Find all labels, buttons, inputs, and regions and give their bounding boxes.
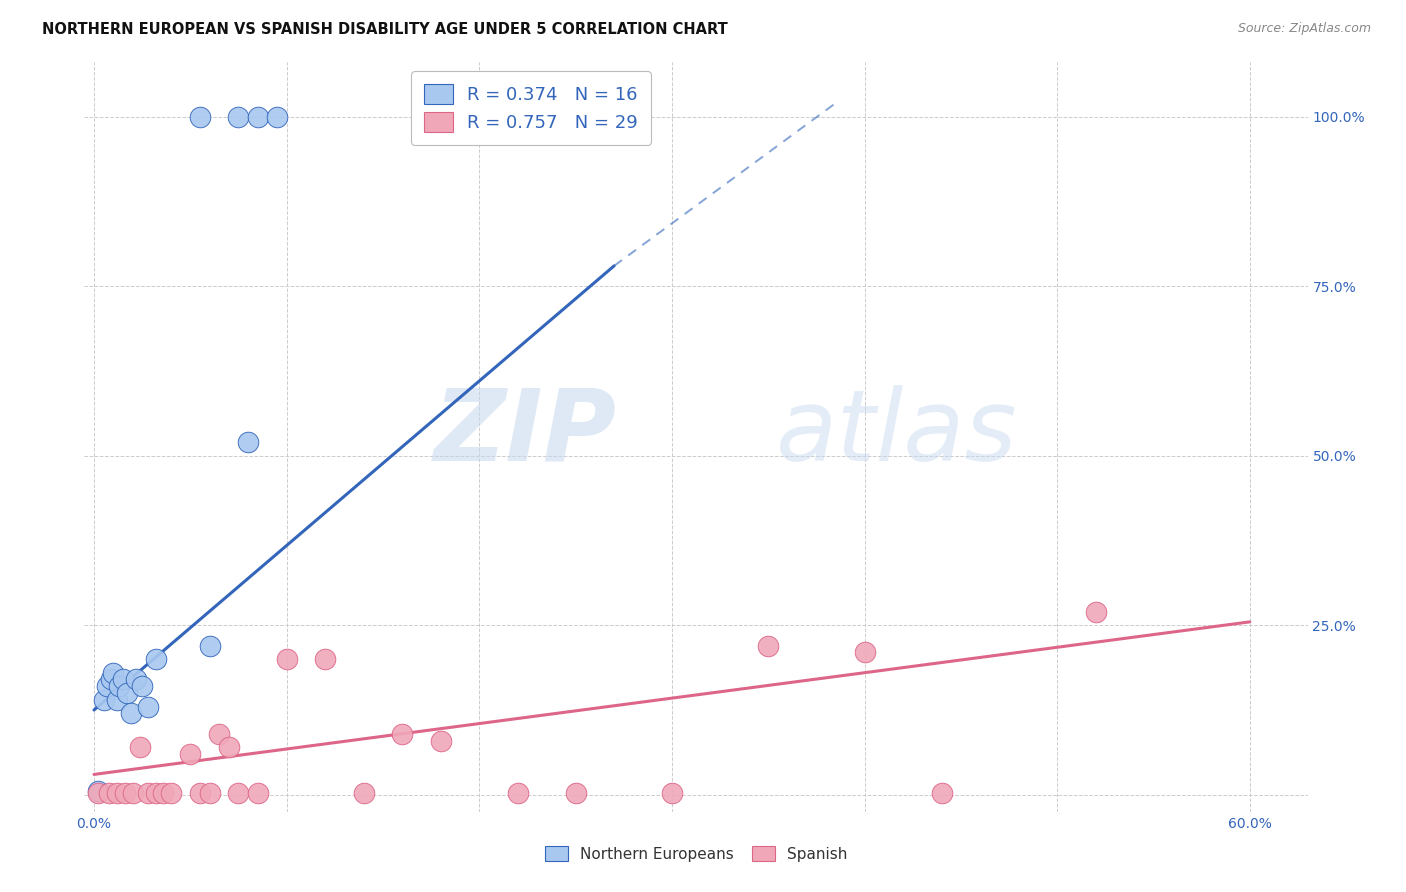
Point	[120, 706, 142, 721]
Point	[179, 747, 201, 761]
Point	[188, 786, 211, 800]
Point	[756, 639, 779, 653]
Point	[506, 786, 529, 800]
Point	[93, 693, 115, 707]
Point	[160, 786, 183, 800]
Point	[108, 679, 131, 693]
Point	[100, 673, 122, 687]
Point	[105, 786, 128, 800]
Point	[87, 784, 110, 798]
Point	[114, 786, 136, 800]
Point	[198, 639, 221, 653]
Text: NORTHERN EUROPEAN VS SPANISH DISABILITY AGE UNDER 5 CORRELATION CHART: NORTHERN EUROPEAN VS SPANISH DISABILITY …	[42, 22, 728, 37]
Point	[115, 686, 138, 700]
Point	[105, 693, 128, 707]
Point	[276, 652, 298, 666]
Point	[246, 110, 269, 124]
Point	[131, 679, 153, 693]
Point	[1084, 605, 1107, 619]
Point	[111, 673, 134, 687]
Point	[429, 733, 451, 747]
Point	[314, 652, 336, 666]
Point	[121, 786, 143, 800]
Point	[218, 740, 240, 755]
Point	[208, 727, 231, 741]
Point	[152, 786, 174, 800]
Point	[236, 435, 259, 450]
Point	[136, 699, 159, 714]
Point	[103, 665, 125, 680]
Text: Source: ZipAtlas.com: Source: ZipAtlas.com	[1237, 22, 1371, 36]
Point	[853, 645, 876, 659]
Point	[87, 786, 110, 800]
Point	[98, 786, 121, 800]
Point	[145, 786, 167, 800]
Point	[129, 740, 152, 755]
Point	[188, 110, 211, 124]
Point	[353, 786, 375, 800]
Text: atlas: atlas	[776, 384, 1017, 482]
Point	[661, 786, 683, 800]
Point	[125, 673, 148, 687]
Text: ZIP: ZIP	[433, 384, 616, 482]
Point	[228, 786, 250, 800]
Point	[246, 786, 269, 800]
Point	[931, 786, 953, 800]
Point	[266, 110, 288, 124]
Point	[96, 679, 118, 693]
Point	[136, 786, 159, 800]
Point	[391, 727, 413, 741]
Legend: Northern Europeans, Spanish: Northern Europeans, Spanish	[538, 839, 853, 868]
Point	[228, 110, 250, 124]
Point	[198, 786, 221, 800]
Point	[145, 652, 167, 666]
Point	[564, 786, 586, 800]
